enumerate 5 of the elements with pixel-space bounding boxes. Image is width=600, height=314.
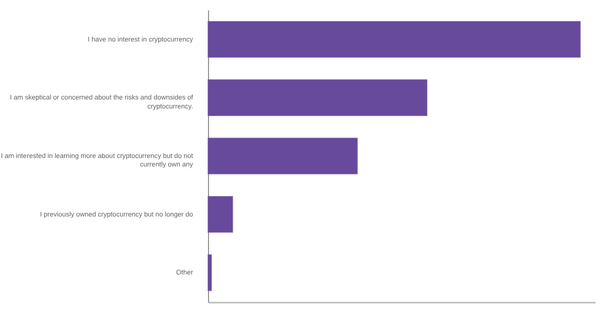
bar: [208, 20, 581, 58]
bar: [208, 196, 234, 233]
bar: [208, 138, 358, 174]
bar: [208, 79, 428, 116]
bar: [208, 254, 212, 292]
